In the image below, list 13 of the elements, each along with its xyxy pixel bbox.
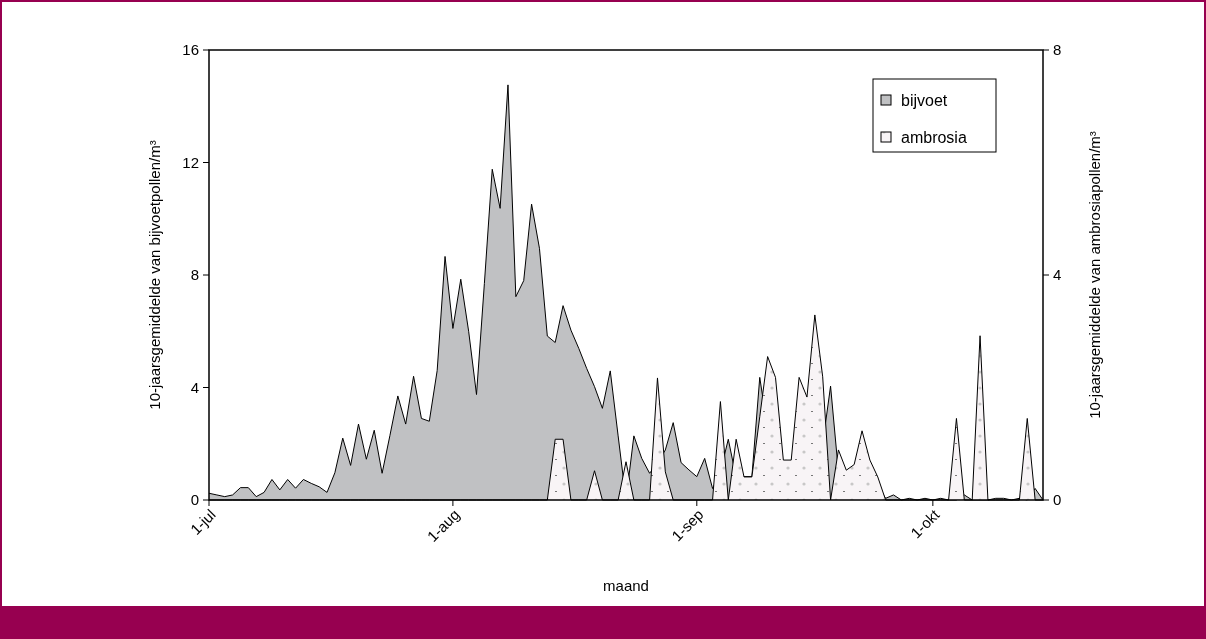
y-tick-label: 8	[190, 266, 199, 284]
y2-tick-label: 8	[1053, 41, 1062, 59]
x-axis-title: maand	[603, 577, 649, 594]
y2-tick-label: 0	[1053, 491, 1062, 509]
legend-label: bijvoet	[901, 91, 948, 109]
y2-axis-title: 10-jaarsgemiddelde van ambrosiapollen/m³	[1086, 131, 1103, 419]
y-tick-label: 4	[190, 378, 199, 396]
y-tick-label: 12	[182, 153, 199, 171]
y2-tick-label: 4	[1053, 266, 1062, 284]
y-axis-title: 10-jaarsgemiddelde van bijvoetpollen/m³	[146, 140, 163, 410]
legend-label: ambrosia	[901, 128, 967, 146]
y-tick-label: 16	[182, 41, 199, 59]
y-tick-label: 0	[190, 491, 199, 509]
